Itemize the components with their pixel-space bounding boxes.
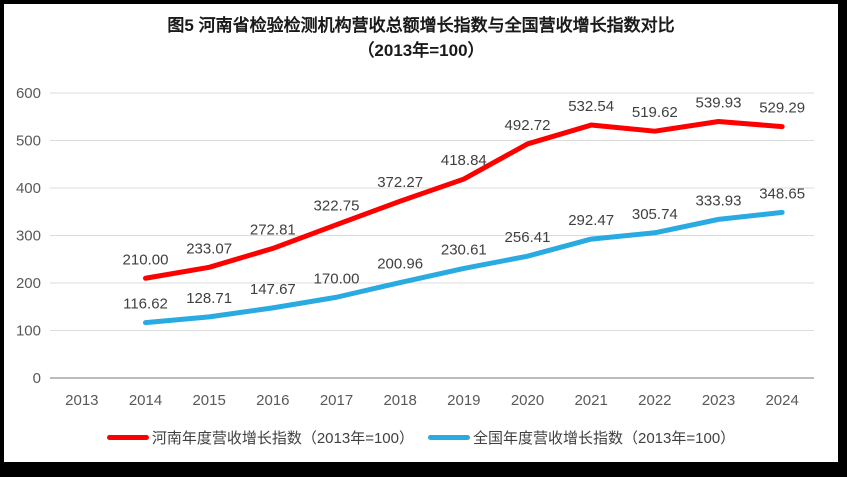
- x-axis-tick-label: 2020: [511, 392, 544, 409]
- x-axis-tick-label: 2024: [765, 392, 798, 409]
- data-label: 519.62: [632, 104, 678, 121]
- y-axis-tick-label: 600: [16, 85, 41, 102]
- data-label: 210.00: [123, 251, 169, 268]
- data-label: 322.75: [314, 198, 360, 215]
- data-label: 372.27: [377, 174, 423, 191]
- y-axis-tick-label: 300: [16, 228, 41, 245]
- data-label: 348.65: [759, 185, 805, 202]
- series-line: [143, 209, 785, 326]
- data-label: 272.81: [250, 221, 296, 238]
- legend-item-henan: 河南年度营收增长指数（2013年=100）: [106, 427, 414, 448]
- y-axis-tick-label: 200: [16, 275, 41, 292]
- data-label: 532.54: [568, 98, 614, 115]
- data-label: 116.62: [123, 296, 168, 313]
- y-axis-tick-label: 500: [16, 133, 41, 150]
- x-axis-tick-label: 2023: [702, 392, 735, 409]
- data-label: 333.93: [696, 192, 742, 209]
- data-label: 233.07: [186, 240, 232, 257]
- legend-label-national: 全国年度营收增长指数（2013年=100）: [473, 430, 736, 447]
- x-axis-tick-label: 2017: [320, 392, 353, 409]
- chart-legend: 河南年度营收增长指数（2013年=100） 全国年度营收增长指数（2013年=1…: [4, 427, 838, 448]
- x-axis-tick-label: 2019: [447, 392, 480, 409]
- data-label: 292.47: [568, 212, 614, 229]
- y-axis-tick-label: 100: [16, 323, 41, 340]
- line-chart-plot-area: 0 100 200 300 400 500 600 2013 2014 2015 2016 2017 2…: [16, 85, 814, 409]
- x-axis-tick-label: 2021: [574, 392, 607, 409]
- data-label: 492.72: [505, 117, 551, 134]
- chart-title: 图5 河南省检验检测机构营收总额增长指数与全国营收增长指数对比 （2013年=1…: [4, 14, 838, 63]
- chart-title-line1: 图5 河南省检验检测机构营收总额增长指数与全国营收增长指数对比: [167, 16, 675, 35]
- x-axis-tick-label: 2015: [192, 392, 225, 409]
- data-label: 230.61: [441, 241, 487, 258]
- legend-item-national: 全国年度营收增长指数（2013年=100）: [428, 427, 735, 448]
- data-label: 256.41: [505, 229, 551, 246]
- data-label: 539.93: [696, 95, 742, 112]
- legend-label-henan: 河南年度营收增长指数（2013年=100）: [151, 430, 414, 447]
- x-axis-tick-label: 2014: [129, 392, 162, 409]
- y-axis-tick-label: 0: [33, 370, 41, 387]
- data-label: 418.84: [441, 152, 487, 169]
- series-line: [143, 119, 785, 281]
- data-label: 170.00: [314, 270, 360, 287]
- chart-title-line2: （2013年=100）: [357, 40, 485, 60]
- data-label: 305.74: [632, 206, 678, 223]
- legend-line-marker-henan: [106, 435, 149, 440]
- data-label: 200.96: [377, 256, 423, 273]
- x-axis-tick-label: 2013: [65, 392, 98, 409]
- x-axis-tick-label: 2022: [638, 392, 671, 409]
- data-label: 128.71: [186, 290, 232, 307]
- data-label: 529.29: [759, 100, 805, 117]
- y-axis-tick-label: 400: [16, 180, 41, 197]
- legend-line-marker-national: [428, 435, 470, 440]
- data-label: 147.67: [250, 281, 296, 298]
- x-axis-tick-label: 2018: [383, 392, 416, 409]
- x-axis-tick-label: 2016: [256, 392, 289, 409]
